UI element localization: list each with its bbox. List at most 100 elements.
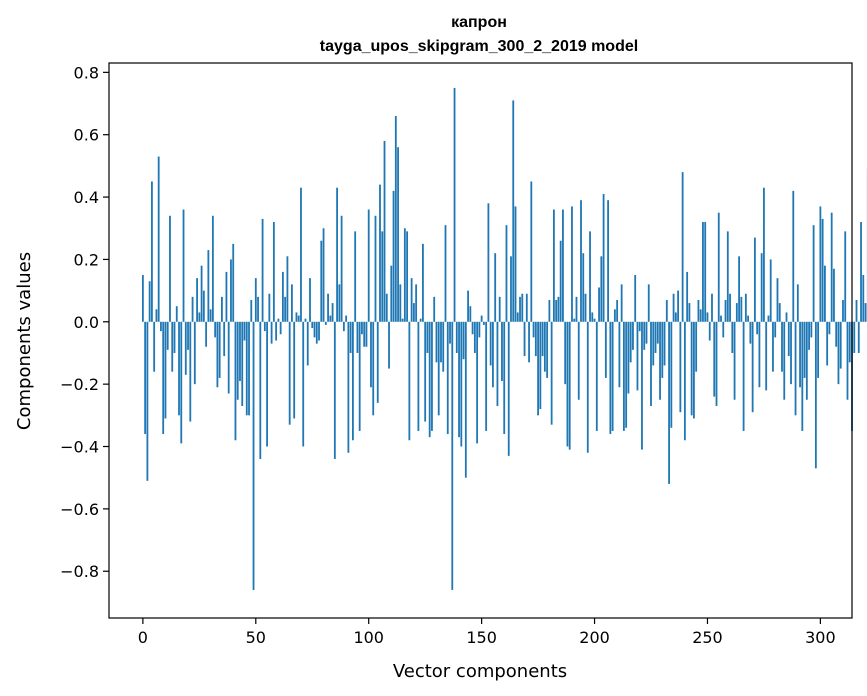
bar-157 <box>496 321 499 406</box>
y-axis-label: Components values <box>14 252 35 430</box>
bar-61 <box>279 321 282 335</box>
plot-area <box>109 63 852 618</box>
bar-48 <box>250 299 253 322</box>
bar-88 <box>340 215 343 322</box>
bar-236 <box>674 312 677 322</box>
bar-29 <box>207 250 210 322</box>
bar-43 <box>239 321 241 382</box>
bar-151 <box>482 321 485 325</box>
bar-25 <box>198 312 201 322</box>
bar-241 <box>686 271 689 322</box>
bar-34 <box>218 321 221 378</box>
bar-26 <box>200 265 203 322</box>
bar-51 <box>257 296 259 322</box>
bar-259 <box>726 231 729 322</box>
bar-152 <box>485 321 488 431</box>
x-tick-label: 200 <box>579 628 610 647</box>
bar-49 <box>252 321 255 590</box>
bar-63 <box>284 296 287 322</box>
bar-20 <box>187 321 189 350</box>
bar-186 <box>562 209 564 322</box>
bar-110 <box>390 265 393 322</box>
bar-154 <box>489 321 492 366</box>
bar-307 <box>835 321 838 347</box>
bar-124 <box>422 243 424 322</box>
bar-74 <box>309 278 311 322</box>
bar-176 <box>539 321 542 410</box>
bar-138 <box>453 87 456 322</box>
y-tick-label: −0.4 <box>60 438 99 457</box>
bar-69 <box>297 315 300 322</box>
bar-266 <box>742 321 745 431</box>
bar-103 <box>374 215 377 322</box>
bar-292 <box>801 321 804 431</box>
bar-233 <box>668 321 670 484</box>
bar-217 <box>632 321 634 350</box>
bar-64 <box>286 256 289 322</box>
bar-113 <box>397 147 399 322</box>
bar-38 <box>227 321 230 394</box>
bar-247 <box>699 309 702 322</box>
bar-173 <box>532 321 535 338</box>
bar-264 <box>738 256 740 322</box>
bar-294 <box>805 321 808 400</box>
bar-146 <box>471 321 474 335</box>
bar-19 <box>184 321 187 375</box>
bar-135 <box>446 321 449 435</box>
bar-305 <box>830 212 833 322</box>
bar-234 <box>670 321 673 428</box>
bar-318 <box>860 222 862 322</box>
bar-92 <box>349 321 352 353</box>
bar-159 <box>501 321 503 382</box>
bar-238 <box>679 321 682 413</box>
bar-160 <box>503 321 506 435</box>
bar-102 <box>372 321 375 416</box>
bar-285 <box>785 312 788 322</box>
bar-182 <box>552 209 555 322</box>
bar-3 <box>148 281 151 322</box>
bar-299 <box>817 321 820 378</box>
bar-168 <box>521 293 524 322</box>
bar-18 <box>182 209 185 322</box>
bar-136 <box>449 321 451 344</box>
x-tick-label: 250 <box>692 628 723 647</box>
bar-132 <box>440 321 442 363</box>
bar-28 <box>205 321 208 347</box>
bar-210 <box>616 299 619 322</box>
bar-227 <box>654 321 657 353</box>
bar-243 <box>690 321 693 416</box>
bar-317 <box>857 321 860 353</box>
bar-133 <box>442 321 445 372</box>
bar-148 <box>476 321 479 444</box>
bar-254 <box>715 321 718 406</box>
bar-272 <box>756 321 759 335</box>
bars-group <box>141 87 867 590</box>
bar-279 <box>772 321 774 372</box>
bar-50 <box>254 278 257 322</box>
y-tick-label: −0.6 <box>60 500 99 519</box>
bar-142 <box>462 321 465 360</box>
bar-83 <box>329 315 332 322</box>
bar-287 <box>790 321 792 385</box>
bar-32 <box>214 321 217 338</box>
bar-0 <box>141 275 144 322</box>
bar-46 <box>245 321 248 416</box>
bar-245 <box>695 321 698 372</box>
bar-180 <box>548 299 551 322</box>
bar-68 <box>295 312 298 322</box>
chart-subtitle: tayga_upos_skipgram_300_2_2019 model <box>320 38 638 55</box>
bar-143 <box>464 321 467 478</box>
bar-47 <box>248 321 250 416</box>
bar-291 <box>799 321 801 388</box>
bar-121 <box>415 284 418 322</box>
bar-251 <box>708 321 711 341</box>
bar-101 <box>370 321 372 388</box>
bar-75 <box>311 321 314 329</box>
bar-198 <box>589 231 591 322</box>
bar-281 <box>776 278 779 322</box>
bar-277 <box>767 315 770 322</box>
bar-282 <box>778 303 781 322</box>
bar-244 <box>693 321 695 419</box>
bar-125 <box>424 321 427 422</box>
